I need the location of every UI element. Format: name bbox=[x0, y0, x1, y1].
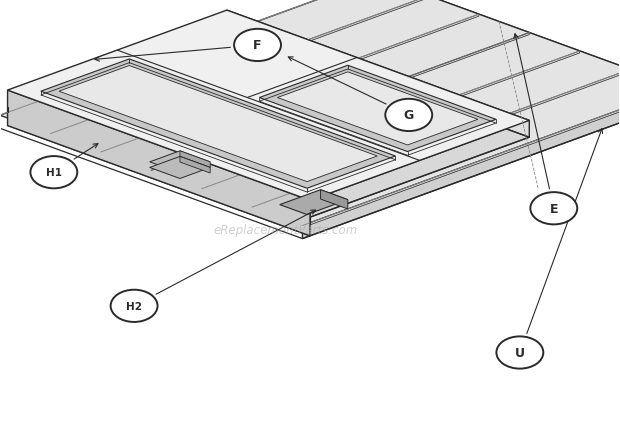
Polygon shape bbox=[378, 0, 620, 101]
Circle shape bbox=[30, 157, 78, 189]
Text: eReplacementParts.com: eReplacementParts.com bbox=[213, 224, 358, 236]
Polygon shape bbox=[41, 60, 396, 189]
Polygon shape bbox=[180, 152, 210, 168]
Polygon shape bbox=[50, 0, 428, 136]
Text: H1: H1 bbox=[46, 168, 62, 178]
Polygon shape bbox=[151, 33, 529, 173]
Polygon shape bbox=[252, 70, 620, 210]
Polygon shape bbox=[227, 11, 529, 138]
Polygon shape bbox=[149, 152, 210, 173]
Polygon shape bbox=[7, 91, 310, 236]
Circle shape bbox=[110, 290, 157, 322]
Polygon shape bbox=[303, 89, 620, 228]
Polygon shape bbox=[101, 15, 479, 155]
Circle shape bbox=[530, 193, 577, 225]
Polygon shape bbox=[303, 89, 620, 239]
Polygon shape bbox=[180, 157, 210, 174]
Circle shape bbox=[497, 337, 543, 369]
Polygon shape bbox=[7, 11, 529, 201]
Polygon shape bbox=[310, 121, 529, 218]
Polygon shape bbox=[259, 66, 496, 152]
Polygon shape bbox=[202, 52, 580, 191]
Text: G: G bbox=[404, 109, 414, 122]
Polygon shape bbox=[321, 190, 348, 210]
Polygon shape bbox=[59, 66, 378, 182]
Circle shape bbox=[385, 100, 432, 132]
Text: F: F bbox=[254, 39, 262, 52]
Polygon shape bbox=[278, 73, 478, 146]
Polygon shape bbox=[0, 0, 620, 226]
Polygon shape bbox=[280, 190, 348, 215]
Text: U: U bbox=[515, 346, 525, 359]
Text: H2: H2 bbox=[126, 301, 142, 311]
Text: E: E bbox=[549, 202, 558, 215]
Circle shape bbox=[234, 30, 281, 62]
Polygon shape bbox=[149, 157, 210, 179]
